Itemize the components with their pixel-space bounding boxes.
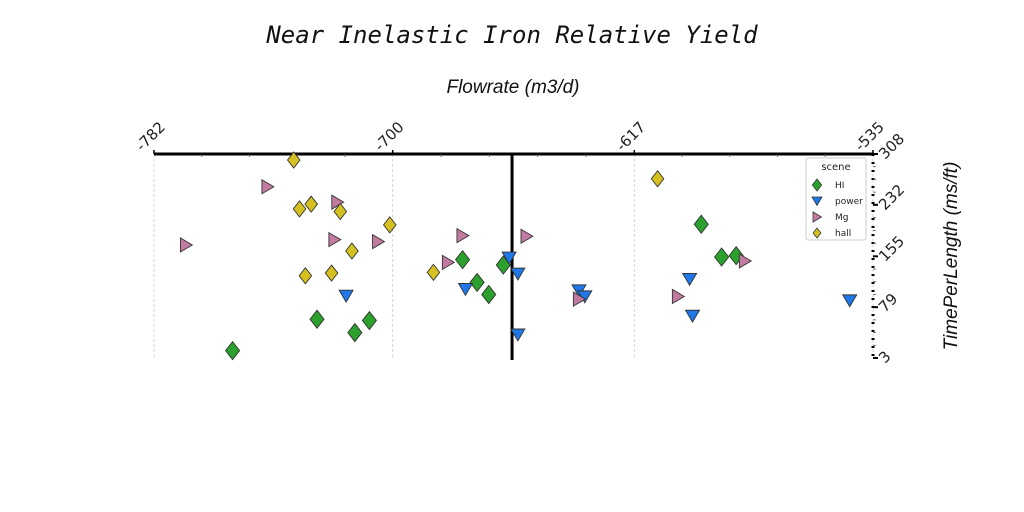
point-hall bbox=[345, 242, 359, 260]
point-mg bbox=[738, 253, 753, 269]
legend-box bbox=[805, 157, 867, 241]
point-mg bbox=[328, 231, 342, 248]
y-tick-label: 79 bbox=[875, 290, 901, 316]
point-hi bbox=[693, 214, 709, 234]
legend-marker-mg bbox=[812, 211, 823, 223]
legend-marker-power bbox=[811, 196, 823, 207]
data-points bbox=[179, 151, 858, 361]
point-hi bbox=[309, 309, 325, 329]
point-power bbox=[841, 294, 858, 308]
point-power bbox=[684, 309, 701, 324]
y-tick-label: 232 bbox=[875, 181, 908, 214]
point-mg bbox=[671, 288, 686, 305]
point-hall bbox=[298, 266, 313, 285]
point-hall bbox=[650, 170, 665, 188]
point-power bbox=[501, 251, 517, 265]
point-mg bbox=[179, 237, 194, 253]
legend-label-hall: hall bbox=[835, 229, 851, 239]
x-axis-label: Flowrate (m3/d) bbox=[446, 77, 579, 98]
x-tick-label: -782 bbox=[132, 118, 169, 155]
point-mg bbox=[456, 227, 470, 244]
point-hi bbox=[361, 310, 377, 331]
point-hall bbox=[292, 200, 307, 218]
point-hi bbox=[225, 340, 241, 361]
legend-marker-hall bbox=[812, 227, 822, 239]
legend-label-hi: HI bbox=[835, 181, 844, 191]
y-tick-label: 155 bbox=[875, 232, 908, 265]
point-mg bbox=[261, 178, 275, 195]
legend-marker-hi bbox=[811, 178, 823, 192]
point-power bbox=[510, 267, 526, 281]
point-power bbox=[338, 289, 354, 303]
point-power bbox=[457, 283, 474, 297]
legend-label-mg: Mg bbox=[835, 213, 848, 223]
point-hi bbox=[454, 249, 471, 270]
legend-label-power: power bbox=[835, 197, 863, 207]
x-tick-label: -700 bbox=[371, 118, 408, 155]
point-hall bbox=[426, 263, 441, 282]
point-power bbox=[510, 328, 526, 342]
x-tick-label: -617 bbox=[612, 118, 649, 155]
point-mg bbox=[441, 254, 456, 271]
point-hall bbox=[324, 264, 339, 282]
point-power bbox=[681, 273, 698, 287]
point-hi bbox=[728, 245, 744, 266]
point-hi bbox=[347, 322, 363, 343]
point-hall bbox=[286, 151, 301, 169]
point-hall bbox=[304, 195, 319, 213]
point-hall bbox=[382, 216, 397, 234]
legend: scene HI power Mg hall bbox=[805, 157, 867, 241]
chart-title: Near Inelastic Iron Relative Yield bbox=[265, 21, 758, 49]
point-mg bbox=[331, 194, 345, 210]
point-mg bbox=[520, 228, 534, 245]
point-mg bbox=[372, 233, 386, 250]
y-tick-label: 3 bbox=[875, 347, 894, 366]
point-mg bbox=[572, 291, 587, 307]
y-axis-label: TimePerLength (ms/ft) bbox=[941, 162, 962, 351]
point-hi bbox=[469, 272, 485, 293]
point-hall bbox=[333, 202, 348, 221]
point-hi bbox=[714, 247, 730, 267]
point-hi bbox=[481, 284, 497, 305]
legend-title: scene bbox=[821, 162, 850, 173]
